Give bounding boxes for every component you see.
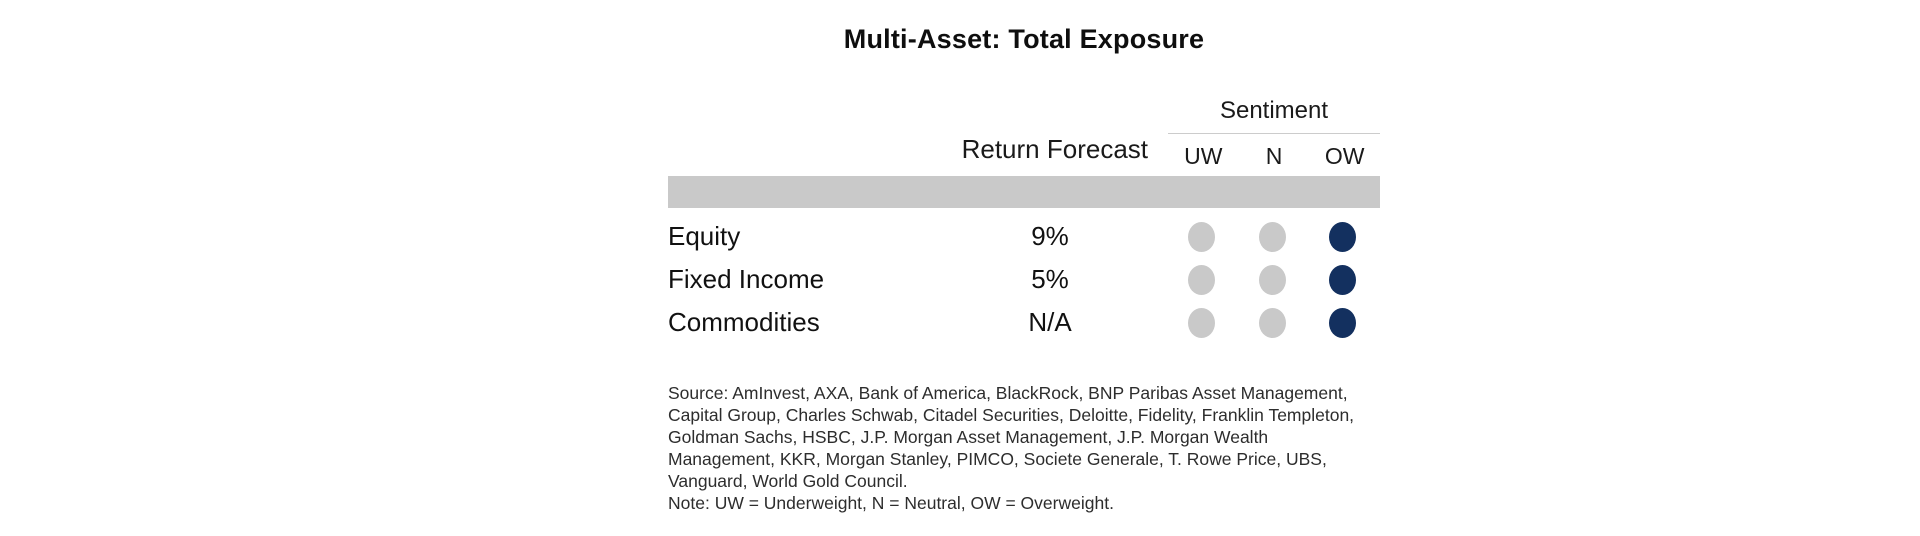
source-line: Vanguard, World Gold Council.	[668, 471, 908, 491]
sentiment-level-uw: UW	[1184, 143, 1223, 169]
asset-rows: Equity 9% Fixed Income 5% Commodities N/…	[668, 215, 1380, 344]
table-row-equity: Equity 9%	[668, 215, 1380, 258]
sentiment-level-n: N	[1265, 143, 1283, 169]
sentiment-dots	[1166, 258, 1378, 301]
dot-cell	[1237, 307, 1308, 338]
dot-cell	[1166, 264, 1237, 295]
sentiment-dots	[1166, 301, 1378, 344]
return-forecast-header: Return Forecast	[961, 134, 1148, 164]
sentiment-dot-n	[1258, 221, 1286, 252]
sentiment-level-ow: OW	[1324, 143, 1365, 169]
table-row-commodities: Commodities N/A	[668, 301, 1380, 344]
dot-cell	[1307, 221, 1378, 252]
row-forecast-value: 9%	[1031, 221, 1069, 251]
sentiment-dot-uw	[1187, 264, 1215, 295]
sentiment-dot-n	[1258, 264, 1286, 295]
row-label: Fixed Income	[668, 264, 825, 294]
dot-cell	[1237, 221, 1308, 252]
sentiment-dot-ow	[1329, 307, 1357, 338]
sentiment-dots	[1166, 215, 1378, 258]
dot-cell	[1307, 307, 1378, 338]
sentiment-dot-n	[1258, 307, 1286, 338]
sentiment-levels: UW N OW	[1168, 143, 1380, 170]
row-forecast-value: 5%	[1031, 264, 1069, 294]
row-label: Equity	[668, 221, 741, 251]
dot-cell	[1307, 264, 1378, 295]
legend-note: Note: UW = Underweight, N = Neutral, OW …	[668, 493, 1114, 513]
header-band	[668, 176, 1380, 208]
source-line: Capital Group, Charles Schwab, Citadel S…	[668, 405, 1355, 425]
sentiment-header: Sentiment	[1219, 97, 1329, 124]
sentiment-dot-ow	[1329, 264, 1357, 295]
chart-title: Multi-Asset: Total Exposure	[843, 24, 1205, 54]
dot-cell	[1237, 264, 1308, 295]
source-line: Management, KKR, Morgan Stanley, PIMCO, …	[668, 449, 1327, 469]
dot-cell	[1166, 221, 1237, 252]
source-line: Goldman Sachs, HSBC, J.P. Morgan Asset M…	[668, 427, 1269, 447]
sentiment-dot-uw	[1187, 221, 1215, 252]
source-line: Source: AmInvest, AXA, Bank of America, …	[668, 383, 1348, 403]
sentiment-divider	[1168, 133, 1380, 134]
sentiment-dot-uw	[1187, 307, 1215, 338]
source-note: Source: AmInvest, AXA, Bank of America, …	[668, 382, 1354, 514]
row-label: Commodities	[668, 307, 820, 337]
sentiment-dot-ow	[1329, 221, 1357, 252]
dot-cell	[1166, 307, 1237, 338]
table-row-fixed-income: Fixed Income 5%	[668, 258, 1380, 301]
row-forecast-value: N/A	[1028, 307, 1072, 337]
